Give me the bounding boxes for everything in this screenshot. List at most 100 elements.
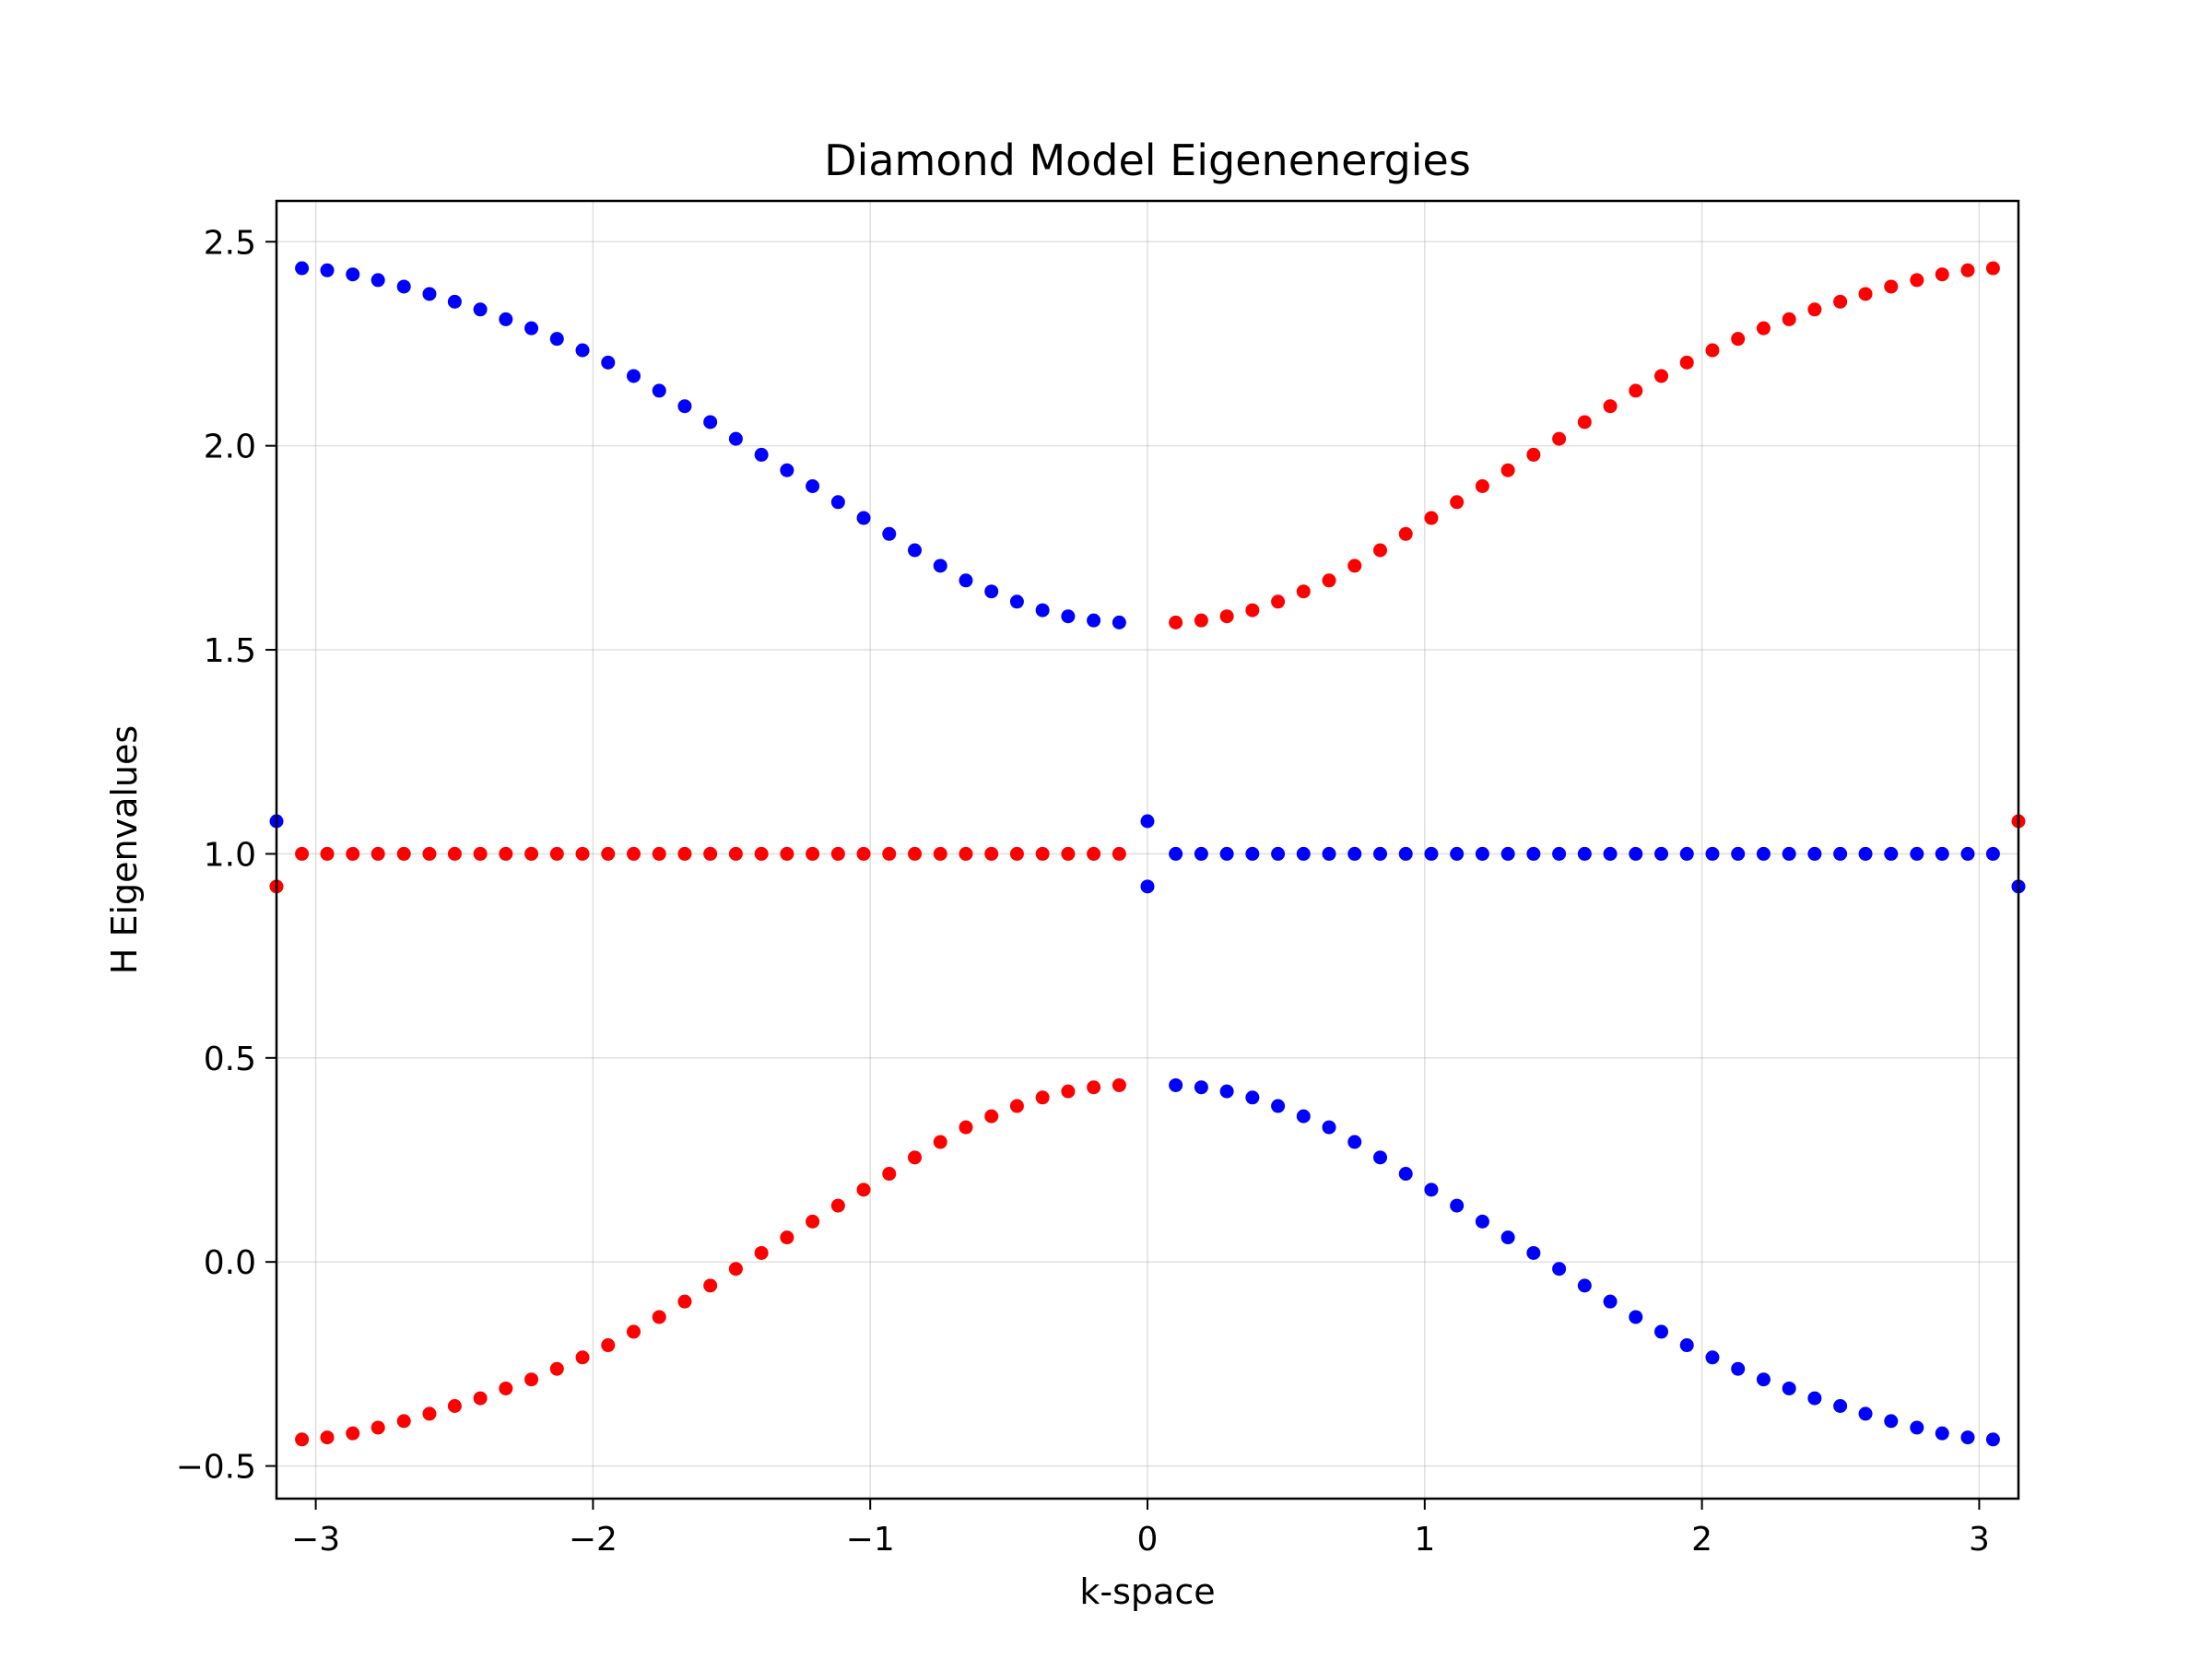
y-tick-label: −0.5: [176, 1449, 256, 1487]
data-point: [908, 1150, 923, 1165]
data-point: [1219, 1084, 1234, 1099]
data-point: [1398, 1167, 1413, 1182]
data-point: [1245, 846, 1260, 861]
data-point: [703, 415, 718, 429]
y-tick-label: 2.5: [204, 224, 256, 262]
data-point: [601, 1338, 616, 1353]
data-point: [1731, 846, 1746, 861]
data-point: [1087, 613, 1101, 628]
data-point: [447, 1398, 462, 1413]
data-point: [1935, 1426, 1949, 1441]
data-point: [1603, 1294, 1618, 1309]
data-point: [1935, 846, 1949, 861]
data-point: [1782, 846, 1796, 861]
data-point: [882, 526, 897, 541]
y-axis-ticks: −0.5 0.0 0.5 1.0 1.5 2.0 2.5: [176, 224, 276, 1487]
data-point: [1398, 526, 1413, 541]
data-point: [1807, 846, 1822, 861]
data-point: [1884, 279, 1899, 294]
x-axis-label: k-space: [1079, 1571, 1215, 1612]
data-point: [396, 846, 411, 861]
data-point: [422, 1406, 437, 1421]
y-tick-label: 0.5: [204, 1041, 256, 1078]
data-point: [1577, 846, 1592, 861]
data-point: [1756, 321, 1771, 335]
data-point: [1271, 594, 1286, 609]
data-point: [346, 846, 360, 861]
data-point: [1450, 1198, 1465, 1213]
data-point: [1061, 1084, 1076, 1099]
data-point: [371, 846, 385, 861]
data-point: [1347, 846, 1362, 861]
data-point: [601, 355, 616, 370]
data-point: [1756, 846, 1771, 861]
data-point: [959, 846, 973, 861]
data-point: [1450, 495, 1465, 510]
data-point: [1296, 584, 1311, 599]
y-tick-label: 0.0: [204, 1244, 256, 1282]
data-point: [1009, 846, 1024, 861]
data-point: [1858, 1406, 1873, 1421]
x-tick-label: −2: [569, 1521, 618, 1559]
data-point: [780, 1230, 794, 1245]
x-axis-ticks: −3 −2 −1 0 1 2 3: [291, 1499, 1990, 1559]
data-point: [703, 846, 718, 861]
data-point: [1679, 1338, 1694, 1353]
data-point: [524, 846, 539, 861]
data-point: [1035, 603, 1050, 618]
data-point: [908, 543, 923, 558]
data-point: [1271, 1099, 1286, 1113]
data-point: [1654, 846, 1669, 861]
data-point: [295, 1432, 310, 1447]
data-point: [1552, 846, 1567, 861]
chart-title: Diamond Model Eigenenergies: [824, 135, 1471, 185]
data-point: [1884, 1414, 1899, 1429]
data-point: [1169, 846, 1183, 861]
data-point: [1140, 814, 1155, 829]
data-point: [1782, 312, 1796, 326]
data-point: [1500, 1230, 1515, 1245]
data-point: [1112, 615, 1126, 629]
data-point: [1884, 846, 1899, 861]
data-point: [1526, 846, 1541, 861]
data-point: [1140, 879, 1155, 894]
data-point: [1372, 846, 1387, 861]
data-point: [1985, 1432, 2000, 1447]
data-point: [780, 463, 794, 477]
data-point: [1705, 1350, 1720, 1365]
data-point: [1705, 343, 1720, 358]
data-point: [1475, 478, 1489, 493]
data-point: [447, 294, 462, 309]
data-point: [499, 1381, 513, 1395]
data-point: [601, 846, 616, 861]
data-point: [908, 846, 923, 861]
data-point: [396, 279, 411, 294]
data-point: [1372, 1150, 1387, 1165]
data-point: [1552, 1262, 1567, 1277]
data-point: [1731, 332, 1746, 347]
data-point: [1960, 263, 1975, 277]
data-point: [1347, 1135, 1362, 1149]
data-point: [1910, 846, 1924, 861]
data-point: [1985, 846, 2000, 861]
data-point: [1112, 846, 1126, 861]
data-point: [984, 584, 999, 599]
data-point: [575, 343, 590, 358]
data-point: [830, 846, 845, 861]
data-point: [652, 383, 666, 398]
data-point: [754, 447, 769, 462]
data-point: [856, 846, 871, 861]
data-point: [320, 1430, 335, 1445]
data-point: [1500, 846, 1515, 861]
y-axis-label: H Eigenvalues: [104, 725, 145, 974]
data-point: [320, 263, 335, 277]
data-point: [1169, 615, 1183, 629]
data-point: [1526, 447, 1541, 462]
data-point: [1629, 846, 1643, 861]
data-point: [1833, 294, 1848, 309]
data-point: [422, 846, 437, 861]
data-point: [1424, 1182, 1439, 1197]
data-point: [1322, 846, 1336, 861]
data-point: [1654, 1324, 1669, 1339]
data-point: [1833, 846, 1848, 861]
